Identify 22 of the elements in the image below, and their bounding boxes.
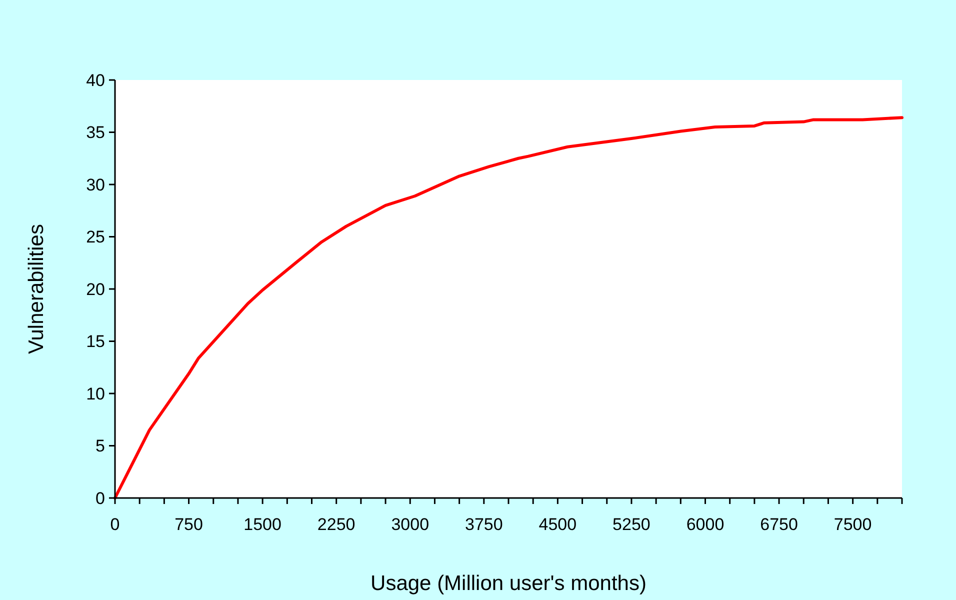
x-tick-label: 5250 <box>612 515 650 534</box>
y-axis-title: Vulnerabilities <box>25 224 48 354</box>
y-tick-label: 30 <box>86 175 105 194</box>
x-tick-label: 4500 <box>538 515 577 534</box>
y-tick-label: 15 <box>86 332 105 352</box>
x-tick-label: 2250 <box>317 515 356 534</box>
y-tick-label: 20 <box>86 280 105 299</box>
x-tick-label: 1500 <box>244 515 282 534</box>
y-tick-label: 35 <box>86 123 105 142</box>
y-tick-label: 10 <box>86 384 105 404</box>
x-tick-label: 750 <box>174 515 203 534</box>
y-tick-label: 40 <box>86 70 105 90</box>
x-axis-title: Usage (Million user's months) <box>370 572 646 595</box>
x-tick-label: 3000 <box>391 515 430 534</box>
x-tick-label: 3750 <box>464 515 503 534</box>
x-tick-label: 6000 <box>686 515 724 534</box>
x-tick-label: 7500 <box>834 515 872 534</box>
y-tick-label: 25 <box>86 228 105 247</box>
x-tick-label: 0 <box>110 515 120 534</box>
y-tick-label: 0 <box>96 488 105 508</box>
x-tick-label: 6750 <box>760 515 798 534</box>
y-tick-label: 5 <box>96 436 105 456</box>
